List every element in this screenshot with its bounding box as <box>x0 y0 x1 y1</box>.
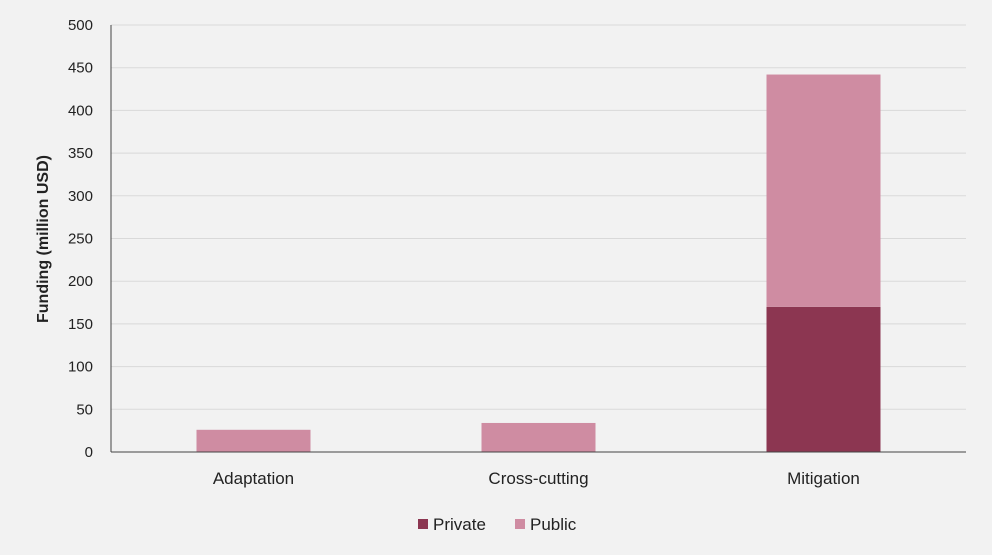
bar-public-cross-cutting <box>481 422 596 452</box>
y-tick-label: 0 <box>85 444 93 461</box>
legend-label: Private <box>433 515 486 534</box>
bar-private-mitigation <box>766 306 881 452</box>
x-category-label: Adaptation <box>213 469 294 488</box>
legend: Private Public <box>418 515 577 534</box>
x-category-label: Mitigation <box>787 469 860 488</box>
y-tick-label: 450 <box>68 60 93 77</box>
y-axis-label: Funding (million USD) <box>35 155 52 323</box>
y-axis-ticks: 0 50 100 150 200 250 300 350 400 450 500 <box>68 17 93 461</box>
gridlines <box>111 24 966 410</box>
x-axis-categories: Adaptation Cross-cutting Mitigation <box>213 469 860 488</box>
y-tick-label: 100 <box>68 359 93 376</box>
y-tick-label: 150 <box>68 316 93 333</box>
y-tick-label: 250 <box>68 231 93 248</box>
bar-public-mitigation <box>766 74 881 307</box>
legend-swatch <box>515 519 525 529</box>
y-tick-label: 50 <box>76 401 93 418</box>
x-category-label: Cross-cutting <box>488 469 588 488</box>
bar-public-adaptation <box>196 429 311 452</box>
bars <box>196 74 881 452</box>
legend-label: Public <box>530 515 577 534</box>
y-tick-label: 200 <box>68 273 93 290</box>
legend-item-public: Public <box>515 515 577 534</box>
legend-item-private: Private <box>418 515 486 534</box>
legend-swatch <box>418 519 428 529</box>
y-tick-label: 350 <box>68 145 93 162</box>
y-tick-label: 400 <box>68 102 93 119</box>
y-tick-label: 500 <box>68 17 93 34</box>
y-tick-label: 300 <box>68 188 93 205</box>
